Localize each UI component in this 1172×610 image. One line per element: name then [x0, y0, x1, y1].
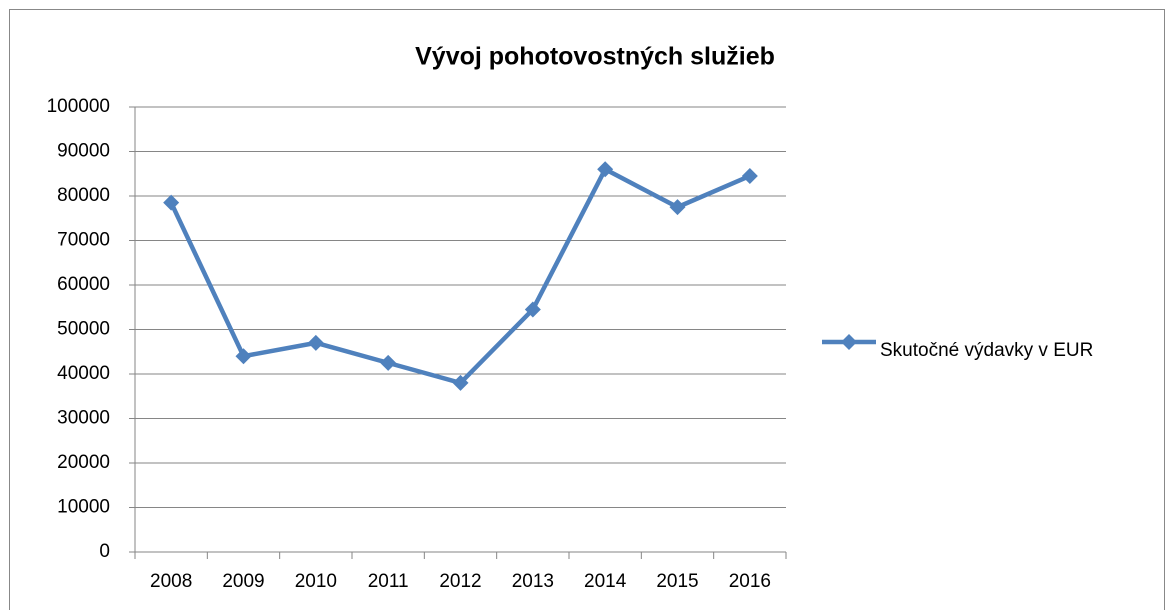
data-point [669, 199, 686, 216]
legend-label: Skutočné výdavky v EUR [880, 340, 1094, 361]
x-tick-label: 2009 [222, 571, 264, 592]
data-point [307, 334, 324, 351]
data-point [163, 194, 180, 211]
x-tick-label: 2014 [584, 571, 627, 592]
x-tick-label: 2011 [368, 571, 409, 592]
x-tick-label: 2012 [439, 571, 481, 592]
x-tick-label: 2015 [656, 571, 698, 592]
data-point [524, 301, 541, 318]
data-point [380, 354, 397, 371]
data-point [235, 348, 252, 365]
y-tick-label: 0 [99, 541, 110, 562]
y-tick-label: 60000 [57, 274, 110, 295]
chart-border [9, 9, 1165, 610]
x-tick-label: 2010 [295, 571, 337, 592]
y-tick-label: 70000 [57, 230, 110, 251]
y-tick-label: 90000 [57, 141, 110, 162]
y-tick-label: 30000 [57, 408, 110, 429]
x-tick-label: 2008 [150, 571, 192, 592]
y-tick-label: 20000 [57, 452, 110, 473]
y-tick-label: 10000 [57, 497, 110, 518]
y-tick-label: 40000 [57, 363, 110, 384]
x-tick-label: 2016 [729, 571, 771, 592]
data-point [741, 167, 758, 184]
x-tick-label: 2013 [512, 571, 554, 592]
y-tick-label: 80000 [57, 185, 110, 206]
chart-title: Vývoj pohotovostných služieb [415, 43, 775, 71]
y-tick-label: 100000 [47, 96, 110, 117]
data-point [452, 374, 469, 391]
y-tick-label: 50000 [57, 319, 110, 340]
legend-marker [841, 334, 857, 350]
data-point [597, 161, 614, 178]
